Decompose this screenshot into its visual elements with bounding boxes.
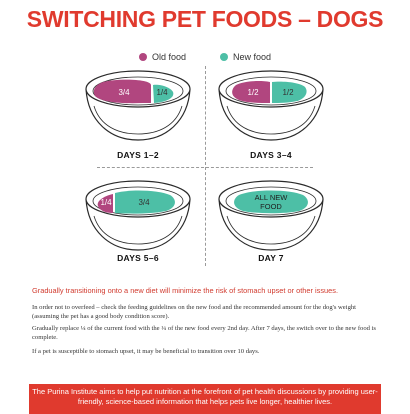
new-food-portion [153, 84, 174, 103]
bowl-inner-line [93, 215, 183, 245]
old-food-label: 1/4 [100, 198, 112, 207]
old-food-label: 1/2 [247, 88, 259, 97]
lead-text: Gradually transitioning onto a new diet … [32, 286, 339, 295]
page-title: SWITCHING PET FOODS – DOGS [26, 6, 384, 32]
new-food-portion [115, 190, 175, 214]
new-food-portion [272, 81, 307, 103]
bowl-inner-line [226, 105, 316, 135]
bowl-days-3-4: 1/2 1/2 [215, 66, 327, 146]
day-label-3-4: DAYS 3–4 [250, 150, 292, 160]
bowl-inner-line [93, 105, 183, 135]
bowl-day-7: ALL NEW FOOD [215, 176, 327, 256]
all-new-label-line1: ALL NEW [255, 193, 289, 202]
day-label-5-6: DAYS 5–6 [117, 253, 159, 263]
old-food-label: 3/4 [118, 88, 130, 97]
old-food-portion [97, 194, 113, 213]
new-food-label: 3/4 [138, 198, 150, 207]
bowl-days-5-6: 1/4 3/4 [82, 176, 194, 256]
paragraph-upset: If a pet is susceptible to stomach upset… [32, 348, 260, 355]
day-label-1-2: DAYS 1–2 [117, 150, 159, 160]
vertical-divider [205, 66, 206, 266]
footer-banner: The Purina Institute aims to help put nu… [29, 384, 381, 414]
all-new-label-line2: FOOD [260, 202, 282, 211]
legend-item-new: New food [220, 52, 271, 62]
legend-item-old: Old food [138, 52, 186, 62]
old-food-swatch [138, 53, 147, 61]
new-food-label: 1/2 [282, 88, 294, 97]
day-label-7: DAY 7 [258, 253, 284, 263]
old-food-portion [232, 81, 270, 103]
horizontal-divider [97, 167, 313, 168]
legend: Old food New food [0, 52, 410, 62]
new-food-label: 1/4 [156, 88, 168, 97]
legend-old-label: Old food [151, 52, 186, 62]
paragraph-overfeed: In order not to overfeed – check the fee… [32, 304, 356, 320]
paragraph-replace: Gradually replace ¼ of the current food … [32, 325, 376, 341]
legend-new-label: New food [233, 52, 272, 62]
bowl-days-1-2: 3/4 1/4 [82, 66, 194, 146]
bowl-inner-line [226, 215, 316, 245]
old-food-portion [93, 79, 151, 104]
new-food-portion [234, 190, 308, 214]
new-food-swatch [220, 53, 228, 61]
